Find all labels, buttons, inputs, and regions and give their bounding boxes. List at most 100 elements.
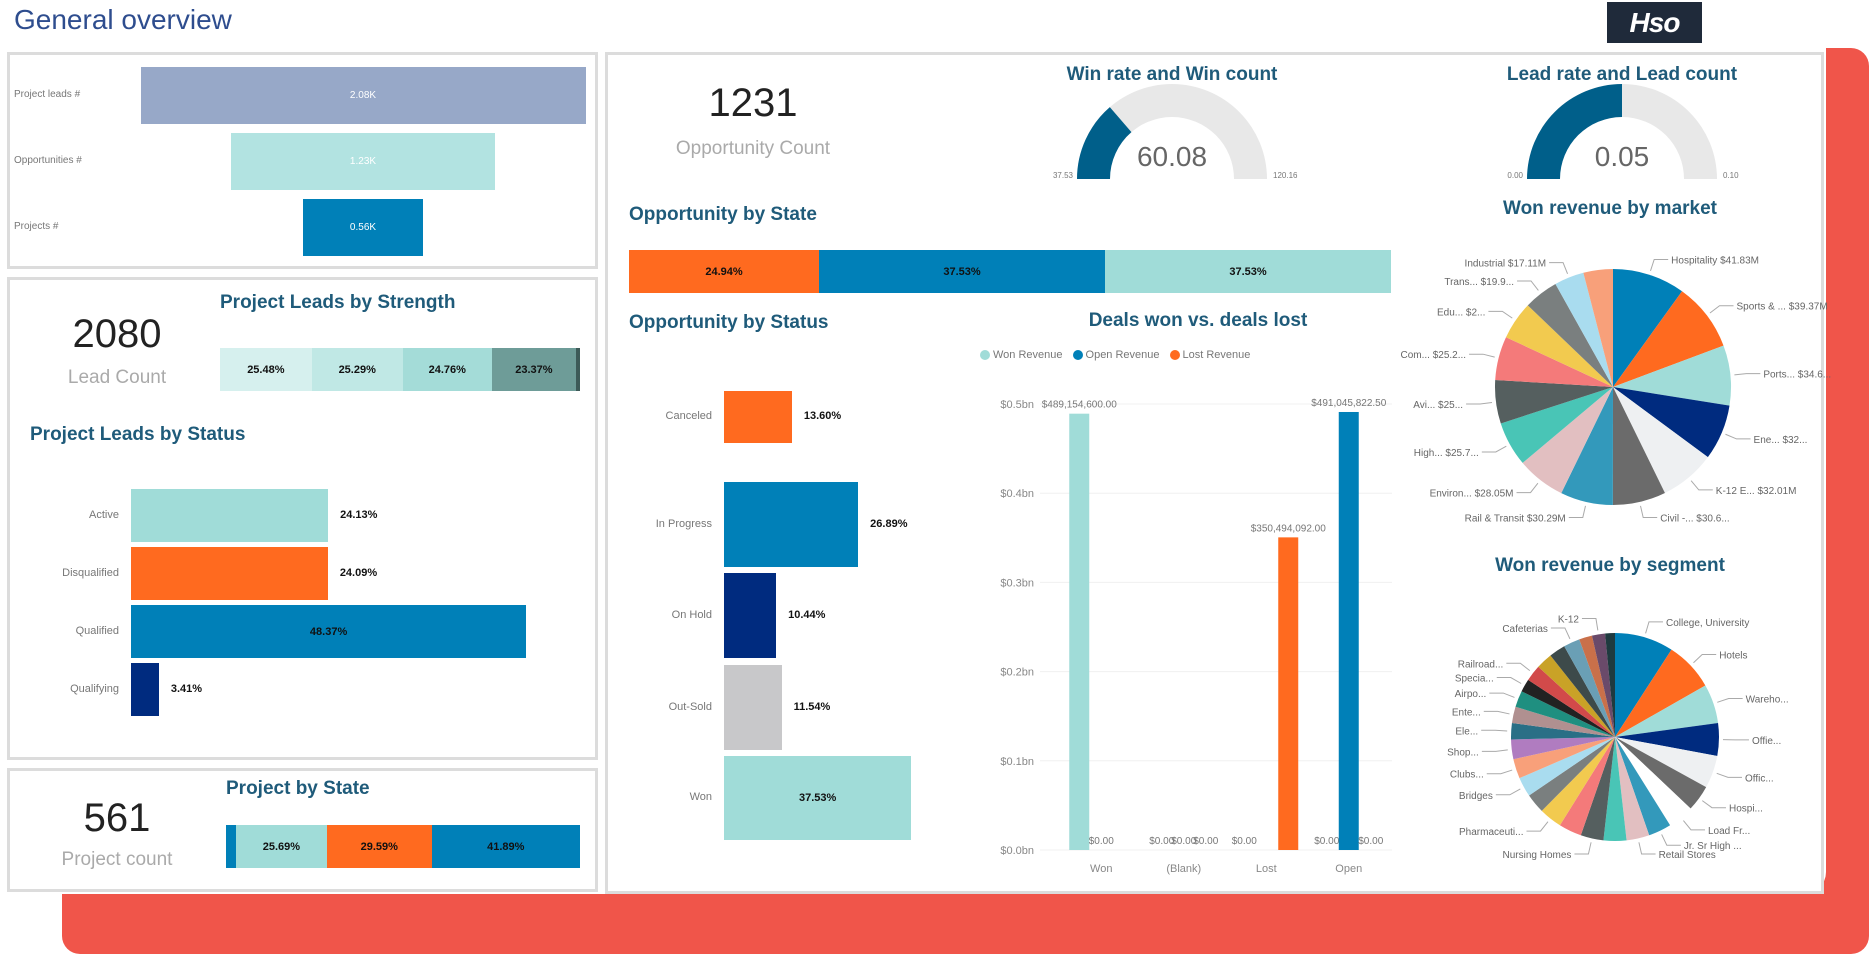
segment-slice[interactable]	[1513, 737, 1615, 779]
opp-status-label: Out-Sold	[668, 700, 712, 713]
legend-label: Open Revenue	[1085, 349, 1160, 361]
segment-label: K-12	[1558, 615, 1580, 626]
market-slice[interactable]	[1613, 269, 1683, 387]
segment-slice[interactable]	[1615, 649, 1706, 737]
strength-segment[interactable]: 24.76%	[402, 348, 492, 391]
market-slice[interactable]	[1613, 291, 1724, 387]
segment-slice[interactable]	[1591, 633, 1615, 737]
lead-status-bar[interactable]	[131, 663, 159, 716]
segment-slice[interactable]	[1559, 737, 1615, 836]
project-state-segment[interactable]	[226, 825, 236, 868]
market-slice[interactable]	[1613, 387, 1730, 458]
market-slice[interactable]	[1495, 380, 1613, 424]
leader-line	[1661, 834, 1681, 846]
market-slice[interactable]	[1500, 387, 1613, 463]
segment-slice[interactable]	[1615, 633, 1672, 737]
leads-strength-bar[interactable]: 25.48% 25.29% 24.76% 23.37%	[220, 348, 580, 391]
leader-line	[1506, 662, 1531, 672]
deals-bar[interactable]	[1278, 537, 1299, 850]
project-state-segment[interactable]: 29.59%	[326, 825, 432, 868]
market-slice[interactable]	[1522, 387, 1613, 494]
market-label: Hospitality $41.83M	[1671, 255, 1759, 266]
lead-count-label: Lead Count	[67, 367, 167, 388]
legend-item[interactable]: Won Revenue	[980, 349, 1063, 361]
opportunity-state-segment[interactable]: 37.53%	[1105, 250, 1391, 293]
market-slice[interactable]	[1583, 269, 1613, 387]
market-slice[interactable]	[1613, 345, 1731, 406]
segment-slice[interactable]	[1564, 639, 1615, 737]
segment-slice[interactable]	[1580, 737, 1615, 841]
segment-slice[interactable]	[1615, 722, 1720, 756]
market-label: Civil -... $30.6...	[1660, 514, 1729, 525]
market-slice[interactable]	[1527, 283, 1613, 387]
opp-status-bar[interactable]	[724, 573, 777, 658]
leader-line	[1466, 402, 1493, 405]
legend-label: Won Revenue	[993, 349, 1063, 361]
market-slice[interactable]	[1555, 272, 1613, 387]
gauge-fill	[1077, 107, 1132, 179]
legend-item[interactable]: Lost Revenue	[1169, 349, 1250, 361]
opp-status-bar[interactable]	[724, 665, 782, 750]
project-state-segment[interactable]: 25.69%	[235, 825, 327, 868]
market-label: Rail & Transit $30.29M	[1465, 514, 1566, 525]
lead-status-bar[interactable]	[131, 547, 328, 600]
project-state-segment[interactable]: 41.89%	[431, 825, 580, 868]
segment-slice[interactable]	[1511, 737, 1615, 760]
leader-line	[1488, 310, 1513, 319]
market-slice[interactable]	[1561, 387, 1613, 505]
deals-bar[interactable]	[1338, 411, 1359, 850]
segment-slice[interactable]	[1579, 635, 1615, 737]
gauge-title: Lead rate and Lead count	[1506, 64, 1738, 85]
strength-segment[interactable]: 23.37%	[491, 348, 576, 391]
lead-status-value: 24.13%	[340, 509, 378, 521]
segment-slice[interactable]	[1521, 679, 1615, 737]
opportunity-state-segment[interactable]: 37.53%	[819, 250, 1105, 293]
segment-slice[interactable]	[1615, 685, 1719, 737]
segment-slice[interactable]	[1615, 737, 1650, 841]
market-slice[interactable]	[1612, 387, 1665, 505]
segment-slice[interactable]	[1615, 737, 1691, 826]
funnel-bar[interactable]: 0.56K	[302, 199, 423, 256]
opp-status-bar[interactable]	[724, 391, 792, 443]
segment-slice[interactable]	[1529, 737, 1615, 811]
segment-slice[interactable]	[1541, 737, 1615, 826]
segment-slice[interactable]	[1511, 722, 1615, 740]
segment-slice[interactable]	[1515, 691, 1615, 737]
opportunity-state-segment[interactable]: 24.94%	[629, 250, 820, 293]
legend-item[interactable]: Open Revenue	[1072, 349, 1160, 361]
funnel-label: Projects #	[14, 221, 59, 232]
opp-status-value: 10.44%	[788, 608, 826, 621]
data-label: $350,494,092.00	[1251, 523, 1327, 534]
strength-segment[interactable]: 25.29%	[311, 348, 403, 391]
segment-slice[interactable]	[1511, 706, 1615, 737]
funnel-bar[interactable]: 1.23K	[231, 133, 495, 190]
market-slice[interactable]	[1495, 337, 1613, 387]
opp-status-bar[interactable]	[724, 482, 859, 567]
segment-slice[interactable]	[1615, 737, 1718, 788]
funnel-bar[interactable]: 2.08K	[140, 67, 586, 124]
project-state-bar[interactable]: 25.69% 29.59% 41.89%	[226, 825, 580, 868]
segment-label: Bridges	[1459, 791, 1493, 802]
segment-slice[interactable]	[1615, 737, 1707, 809]
lead-status-bar[interactable]	[131, 489, 329, 542]
market-slice[interactable]	[1506, 305, 1613, 387]
opportunity-state-bar[interactable]: 24.94% 37.53% 37.53%	[629, 250, 1391, 293]
segment-slice[interactable]	[1605, 633, 1615, 737]
segment-label: Nursing Homes	[1503, 850, 1572, 861]
opp-status-bar[interactable]: 37.53%	[724, 756, 912, 840]
segment-slice[interactable]	[1519, 737, 1615, 796]
segment-slice[interactable]	[1550, 646, 1615, 737]
leader-line	[1549, 262, 1569, 274]
data-label: $491,045,822.50	[1311, 398, 1387, 409]
segment-slice[interactable]	[1615, 737, 1671, 836]
segment-slice[interactable]	[1528, 666, 1615, 737]
gauge-title: Win rate and Win count	[1066, 64, 1278, 85]
deals-bar[interactable]	[1069, 413, 1090, 850]
segment-slice[interactable]	[1538, 655, 1615, 737]
lead-status-bar[interactable]: 48.37%	[131, 605, 527, 658]
market-label: Ene... $32...	[1754, 435, 1808, 446]
segment-slice[interactable]	[1603, 737, 1627, 841]
market-slice[interactable]	[1613, 387, 1708, 493]
strength-segment[interactable]: 25.48%	[220, 348, 312, 391]
